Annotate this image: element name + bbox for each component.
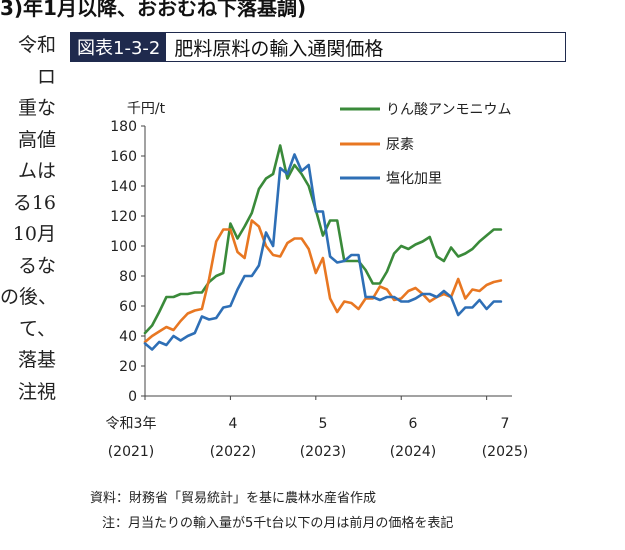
- y-tick-label: 180: [110, 119, 137, 135]
- legend-label: 尿素: [386, 137, 414, 153]
- x-tick-year-label: (2022): [210, 444, 257, 460]
- y-tick-label: 40: [119, 329, 137, 345]
- body-text-line: 落基: [17, 349, 56, 371]
- section-heading: 3)年1月以降、おおむね下落基調): [0, 0, 307, 20]
- figure-title: 肥料原料の輸入通関価格: [174, 37, 384, 60]
- x-tick-year-label: (2024): [390, 444, 437, 460]
- body-text-line: るな: [17, 254, 56, 277]
- y-tick-label: 60: [119, 299, 137, 315]
- y-tick-label: 100: [110, 239, 137, 255]
- figure-caption-box: 図表1-3-2 肥料原料の輸入通関価格: [70, 32, 566, 62]
- body-text-line: 10月: [12, 223, 56, 245]
- y-tick-label: 80: [119, 269, 137, 285]
- x-tick-year-label: (2025): [482, 444, 529, 460]
- series-line: [143, 144, 503, 335]
- body-text-line: ロ: [36, 65, 56, 88]
- figure-number: 図表1-3-2: [71, 33, 167, 61]
- body-text-line: 注視: [17, 380, 56, 403]
- body-text-column: 令和 ロ 重な 高値 ムは る16 10月 るな の後、 て、 落基 注視: [0, 30, 58, 408]
- x-tick-label: 5: [319, 416, 328, 432]
- source-note: 資料：財務省「貿易統計」を基に農林水産省作成: [90, 491, 377, 506]
- x-tick-year-label: (2023): [300, 444, 347, 460]
- y-tick-label: 120: [110, 209, 137, 225]
- body-text-line: 重な: [17, 97, 56, 119]
- y-tick-label: 160: [110, 149, 137, 165]
- series-line: [143, 153, 503, 351]
- y-tick-label: 0: [128, 389, 137, 405]
- body-text-line: の後、: [0, 286, 58, 308]
- y-tick-label: 140: [110, 179, 137, 195]
- body-text-line: ムは: [17, 160, 56, 182]
- body-text-line: 高値: [17, 128, 56, 151]
- x-tick-label: 7: [501, 416, 510, 432]
- y-tick-label: 20: [119, 359, 137, 375]
- series-line: [143, 219, 503, 344]
- body-text-line: 令和: [17, 34, 56, 56]
- x-tick-label: 令和3年: [106, 416, 157, 432]
- legend-label: りん酸アンモニウム: [386, 102, 511, 118]
- x-tick-label: 6: [409, 416, 418, 432]
- footnote: 注：月当たりの輸入量が5千t台以下の月は前月の価格を表記: [102, 516, 454, 531]
- y-axis-unit: 千円/t: [127, 101, 166, 117]
- body-text-line: て、: [18, 317, 56, 340]
- x-tick-label: 4: [229, 416, 238, 432]
- body-text-line: る16: [12, 191, 56, 214]
- legend-label: 塩化加里: [386, 171, 442, 187]
- x-tick-year-label: (2021): [108, 444, 155, 460]
